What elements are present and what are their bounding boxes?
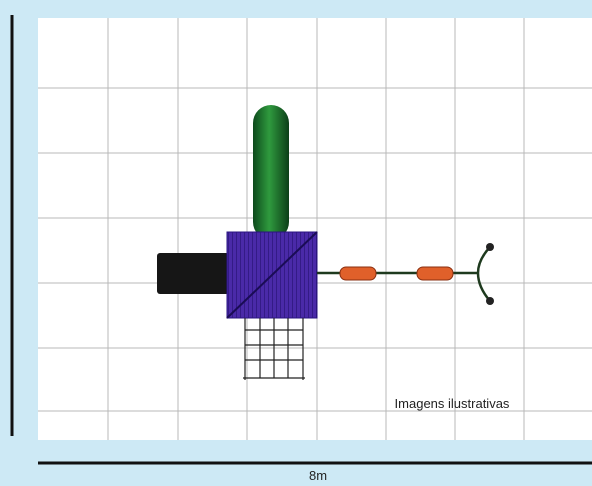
roof-ridge — [226, 231, 318, 319]
frame-post — [486, 243, 494, 251]
tunnel — [157, 253, 229, 294]
caption: Imagens ilustrativas — [395, 396, 510, 411]
swing-frame — [476, 246, 491, 302]
frame-post — [486, 297, 494, 305]
tube-slide — [253, 105, 289, 240]
swing-seat — [416, 266, 454, 281]
scale-label: 8m — [309, 468, 327, 483]
ladder — [243, 318, 305, 380]
plan-panel — [38, 18, 592, 440]
swing-seat — [339, 266, 377, 281]
